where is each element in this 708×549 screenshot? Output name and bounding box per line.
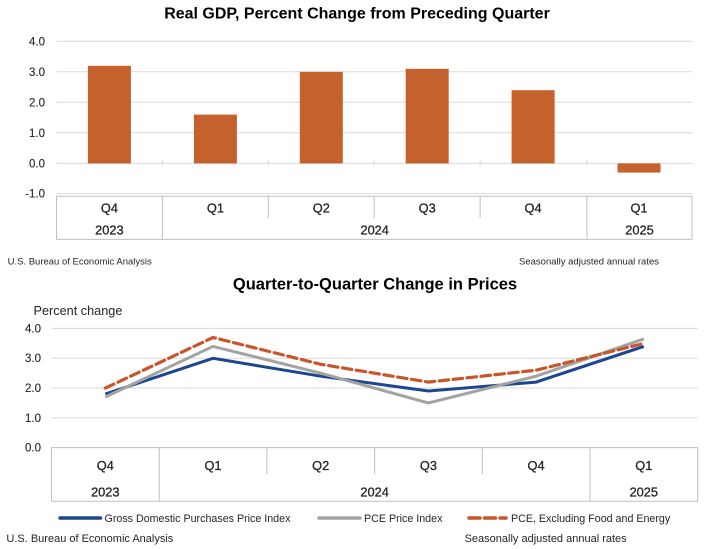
svg-text:2.0: 2.0	[25, 383, 41, 395]
svg-text:2.0: 2.0	[29, 97, 45, 109]
svg-text:Q1: Q1	[635, 458, 652, 473]
svg-text:U.S. Bureau of Economic Analys: U.S. Bureau of Economic Analysis	[8, 257, 152, 268]
svg-text:Q4: Q4	[101, 201, 118, 216]
svg-text:Q2: Q2	[313, 201, 330, 216]
svg-text:0.0: 0.0	[25, 443, 41, 455]
svg-text:Seasonally adjusted annual rat: Seasonally adjusted annual rates	[519, 257, 659, 268]
svg-text:2023: 2023	[91, 485, 119, 500]
svg-text:Q1: Q1	[204, 458, 221, 473]
svg-text:PCE Price Index: PCE Price Index	[364, 513, 443, 525]
svg-text:Q3: Q3	[419, 201, 436, 216]
svg-text:4.0: 4.0	[29, 36, 45, 48]
svg-text:Percent change: Percent change	[34, 304, 123, 318]
svg-text:Q4: Q4	[525, 201, 542, 216]
svg-text:1.0: 1.0	[25, 413, 41, 425]
svg-text:Q1: Q1	[630, 201, 647, 216]
svg-text:2025: 2025	[630, 485, 658, 500]
svg-text:Q3: Q3	[420, 458, 437, 473]
svg-text:Q4: Q4	[528, 458, 545, 473]
svg-text:2023: 2023	[95, 223, 123, 238]
svg-text:3.0: 3.0	[29, 67, 45, 79]
svg-text:Quarter-to-Quarter Change in P: Quarter-to-Quarter Change in Prices	[233, 275, 517, 293]
svg-text:-1.0: -1.0	[25, 189, 45, 201]
svg-text:U.S. Bureau of Economic Analys: U.S. Bureau of Economic Analysis	[6, 533, 173, 545]
svg-text:3.0: 3.0	[25, 353, 41, 365]
svg-text:2025: 2025	[625, 223, 653, 238]
svg-text:Q4: Q4	[97, 458, 114, 473]
svg-text:1.0: 1.0	[29, 128, 45, 140]
svg-text:Q2: Q2	[312, 458, 329, 473]
svg-text:Gross Domestic Purchases Price: Gross Domestic Purchases Price Index	[105, 513, 292, 525]
svg-text:2024: 2024	[360, 223, 388, 238]
svg-text:0.0: 0.0	[29, 158, 45, 170]
svg-text:4.0: 4.0	[25, 323, 41, 335]
svg-text:Seasonally adjusted annual rat: Seasonally adjusted annual rates	[465, 533, 628, 545]
svg-text:Real GDP, Percent Change from: Real GDP, Percent Change from Preceding …	[164, 6, 550, 23]
svg-text:2024: 2024	[360, 485, 388, 500]
svg-text:PCE, Excluding Food and Energy: PCE, Excluding Food and Energy	[511, 513, 671, 525]
svg-text:Q1: Q1	[207, 201, 224, 216]
